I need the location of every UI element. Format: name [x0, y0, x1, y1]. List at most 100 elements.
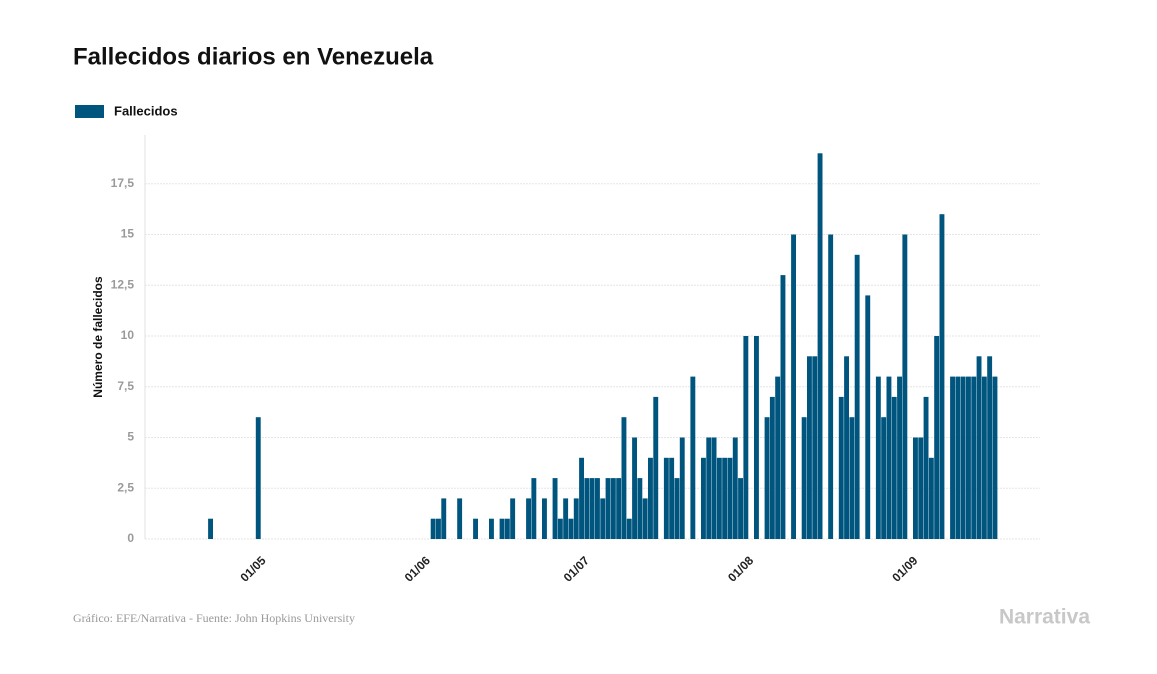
y-tick-label: 12,5	[111, 277, 135, 291]
y-tick-label: 17,5	[111, 176, 135, 190]
bar	[918, 437, 924, 539]
bar	[828, 234, 834, 539]
bar	[653, 396, 659, 539]
bar	[208, 518, 213, 539]
y-tick-label: 7,5	[117, 379, 134, 393]
bar	[897, 376, 902, 539]
bar	[504, 518, 510, 539]
bar	[939, 214, 945, 539]
bar	[769, 396, 775, 539]
bar	[780, 275, 786, 539]
bar	[499, 518, 505, 539]
bar	[902, 234, 908, 539]
y-tick-label: 15	[121, 227, 135, 241]
bar	[621, 417, 627, 539]
bar	[791, 234, 796, 539]
bar	[557, 518, 563, 539]
bar	[865, 295, 871, 539]
bar	[801, 417, 807, 539]
bar	[817, 153, 823, 540]
bar	[648, 457, 653, 539]
bar	[552, 478, 558, 539]
source: Gráfico: EFE/Narrativa - Fuente: John Ho…	[73, 611, 355, 625]
bar	[531, 478, 537, 539]
bar	[669, 457, 675, 539]
x-tick-label: 01/05	[237, 553, 268, 584]
bar	[510, 498, 516, 539]
bar	[711, 437, 717, 539]
bar	[807, 356, 812, 539]
bar	[626, 518, 632, 539]
bar	[600, 498, 606, 539]
bar	[716, 457, 722, 539]
bar	[960, 376, 966, 539]
bar	[436, 518, 441, 539]
bar	[473, 518, 478, 539]
bar	[913, 437, 918, 539]
bar	[255, 417, 261, 539]
legend-label: Fallecidos	[114, 103, 178, 118]
bar	[881, 417, 887, 539]
bar	[605, 478, 611, 539]
y-tick-label: 5	[127, 430, 134, 444]
bar	[706, 437, 712, 539]
bar	[754, 336, 759, 539]
bar	[923, 396, 929, 539]
bar	[642, 498, 648, 539]
x-tick-label: 01/09	[889, 553, 920, 584]
bar	[987, 356, 993, 539]
y-axis-label: Número de fallecidos	[91, 276, 105, 398]
bar	[738, 478, 743, 539]
bar	[526, 498, 531, 539]
bar	[854, 254, 860, 540]
bar	[637, 478, 643, 539]
bar	[722, 457, 728, 539]
bar	[616, 478, 622, 539]
chart-title: Fallecidos diarios en Venezuela	[73, 43, 434, 70]
bar	[928, 457, 934, 539]
bar	[573, 498, 579, 539]
bar	[992, 376, 998, 539]
bar	[563, 498, 569, 539]
bar	[732, 437, 738, 539]
bar	[457, 498, 463, 539]
y-tick-label: 2,5	[117, 480, 134, 494]
bar	[489, 518, 494, 539]
bar	[610, 478, 616, 539]
bar	[632, 437, 637, 539]
bar	[812, 356, 818, 539]
bar	[727, 457, 733, 539]
bar	[775, 376, 781, 539]
y-tick-label: 0	[127, 531, 134, 545]
bar	[886, 376, 892, 539]
bar	[838, 396, 844, 539]
bar	[589, 478, 595, 539]
bar	[875, 376, 881, 539]
bar	[584, 478, 590, 539]
bar	[579, 457, 584, 539]
bar	[950, 376, 955, 539]
logo: Narrativa	[999, 606, 1090, 629]
x-tick-label: 01/08	[725, 553, 756, 584]
bar	[701, 457, 706, 539]
bar	[663, 457, 669, 539]
bar	[849, 417, 855, 539]
bar	[595, 478, 600, 539]
bar	[976, 356, 982, 539]
bar	[934, 336, 940, 539]
legend-swatch	[75, 105, 104, 118]
bar	[674, 478, 680, 539]
bar	[844, 356, 849, 539]
bar	[981, 376, 987, 539]
x-tick-label: 01/06	[402, 553, 433, 584]
bar	[891, 396, 897, 539]
x-tick-label: 01/07	[561, 553, 592, 584]
bar	[690, 376, 696, 539]
bar	[441, 498, 447, 539]
y-tick-label: 10	[121, 328, 135, 342]
bar	[679, 437, 685, 539]
bar	[568, 518, 574, 539]
bar	[542, 498, 547, 539]
bar	[955, 376, 961, 539]
